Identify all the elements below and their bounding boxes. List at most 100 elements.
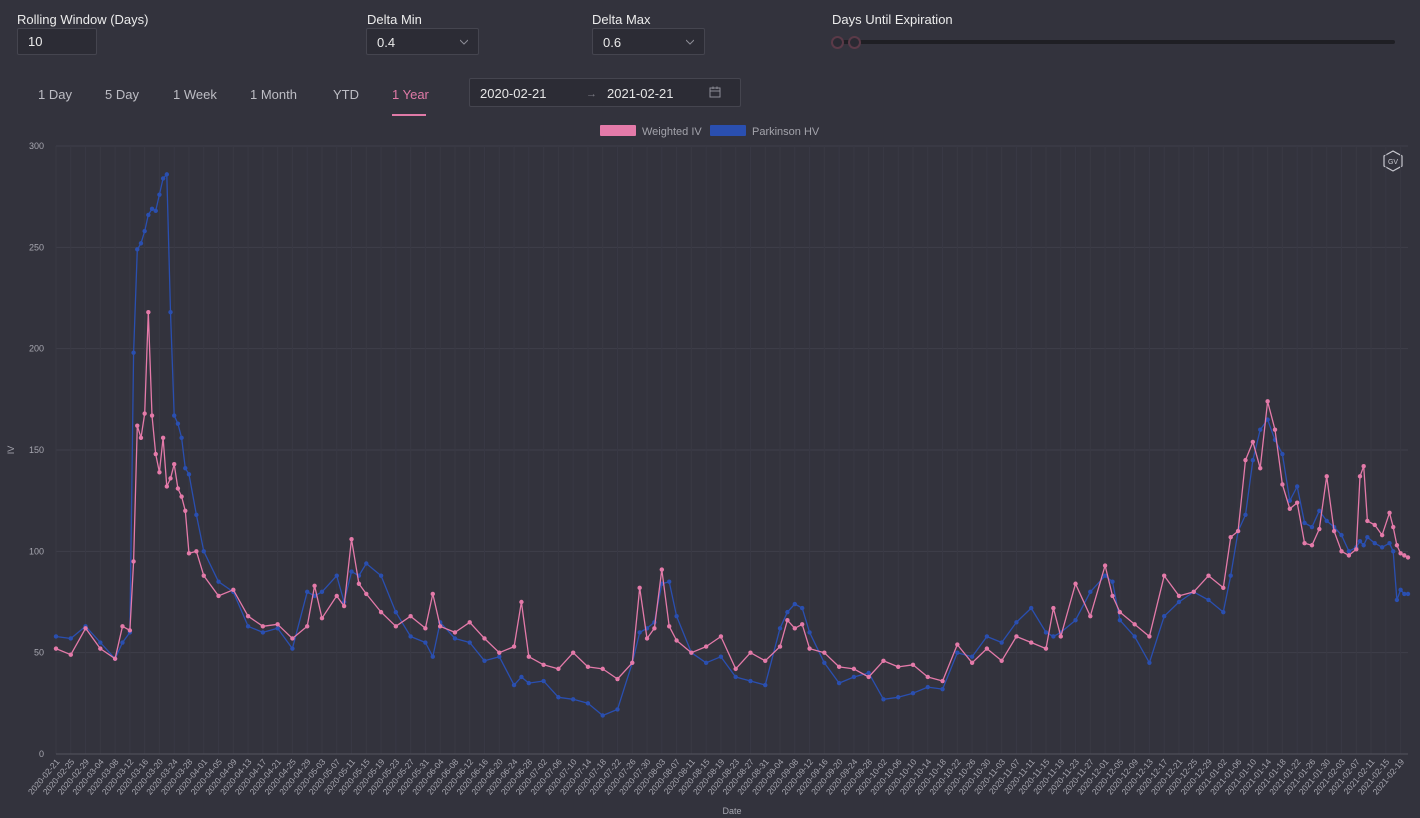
data-point-weighted-iv xyxy=(1258,466,1263,471)
data-point-parkinson-hv xyxy=(600,713,605,718)
data-point-parkinson-hv xyxy=(245,624,251,629)
data-point-weighted-iv xyxy=(164,484,170,489)
data-point-parkinson-hv xyxy=(1402,591,1407,597)
data-point-weighted-iv xyxy=(157,470,162,475)
data-point-parkinson-hv xyxy=(290,646,295,651)
data-point-weighted-iv xyxy=(312,583,317,588)
data-point-weighted-iv xyxy=(1243,457,1248,463)
data-point-weighted-iv xyxy=(667,624,672,629)
data-point-parkinson-hv xyxy=(1073,618,1078,623)
gv-logo-icon[interactable]: GV xyxy=(1382,150,1404,172)
data-point-parkinson-hv xyxy=(1302,520,1307,526)
active-tab-indicator xyxy=(392,114,426,116)
data-point-parkinson-hv xyxy=(53,634,59,639)
data-point-weighted-iv xyxy=(703,644,709,649)
data-point-weighted-iv xyxy=(430,591,435,597)
data-point-weighted-iv xyxy=(349,536,354,542)
data-point-weighted-iv xyxy=(600,666,605,672)
data-point-weighted-iv xyxy=(1372,522,1377,528)
data-point-weighted-iv xyxy=(260,624,266,629)
data-point-weighted-iv xyxy=(153,451,158,457)
data-point-parkinson-hv xyxy=(969,654,975,659)
data-point-weighted-iv xyxy=(1110,593,1115,599)
data-point-weighted-iv xyxy=(866,674,871,680)
data-point-parkinson-hv xyxy=(748,678,753,684)
data-point-parkinson-hv xyxy=(718,654,724,659)
data-point-weighted-iv xyxy=(556,666,561,672)
delta-min-select[interactable]: 0.4 xyxy=(366,28,479,55)
data-point-weighted-iv xyxy=(290,636,295,641)
data-point-weighted-iv xyxy=(984,646,990,651)
tab-ytd[interactable]: YTD xyxy=(333,87,359,102)
data-point-weighted-iv xyxy=(183,508,188,513)
legend-weighted-iv[interactable]: Weighted IV xyxy=(600,125,702,138)
data-point-weighted-iv xyxy=(519,599,524,605)
tab-1-year[interactable]: 1 Year xyxy=(392,87,429,102)
iv-chart: 0 50 100 150 200 250 300 2020-02-212020-02-252… xyxy=(6,141,1411,816)
y-tick-label: 100 xyxy=(29,546,44,556)
data-point-parkinson-hv xyxy=(1147,660,1152,665)
calendar-icon[interactable] xyxy=(709,86,721,98)
date-range-separator: → xyxy=(586,88,597,100)
data-point-weighted-iv xyxy=(718,634,724,639)
y-tick-label: 0 xyxy=(39,749,44,759)
data-point-weighted-iv xyxy=(1294,500,1300,505)
data-point-weighted-iv xyxy=(1058,634,1063,639)
dte-slider-handle-min[interactable] xyxy=(831,36,844,49)
legend-label-weighted-iv: Weighted IV xyxy=(642,126,702,138)
data-point-weighted-iv xyxy=(334,593,339,599)
data-point-weighted-iv xyxy=(1387,510,1392,516)
date-range-picker[interactable]: 2020-02-21 → 2021-02-21 xyxy=(469,78,741,107)
data-point-weighted-iv xyxy=(393,624,399,629)
date-range-end[interactable]: 2021-02-21 xyxy=(607,86,674,101)
data-point-weighted-iv xyxy=(160,435,166,441)
data-point-weighted-iv xyxy=(659,567,665,572)
data-point-weighted-iv xyxy=(1250,439,1256,445)
data-point-weighted-iv xyxy=(637,585,642,591)
data-point-weighted-iv xyxy=(1331,528,1337,534)
data-point-parkinson-hv xyxy=(851,674,857,680)
rolling-window-input[interactable] xyxy=(17,28,97,55)
data-point-parkinson-hv xyxy=(799,605,805,611)
y-axis-label: IV xyxy=(6,446,16,455)
legend-parkinson-hv[interactable]: Parkinson HV xyxy=(710,125,819,138)
data-point-parkinson-hv xyxy=(1309,524,1315,530)
date-range-start[interactable]: 2020-02-21 xyxy=(480,86,547,101)
data-point-parkinson-hv xyxy=(68,636,73,641)
dte-slider-handle-max[interactable] xyxy=(848,36,861,49)
dte-slider-track[interactable] xyxy=(838,40,1395,44)
data-point-parkinson-hv xyxy=(1372,541,1377,546)
data-point-weighted-iv xyxy=(1405,555,1411,560)
data-point-parkinson-hv xyxy=(777,626,783,631)
data-point-weighted-iv xyxy=(1402,553,1407,558)
data-point-weighted-iv xyxy=(1147,634,1152,639)
data-point-parkinson-hv xyxy=(1339,532,1344,538)
tab-1-month[interactable]: 1 Month xyxy=(250,87,297,102)
data-point-parkinson-hv xyxy=(925,684,930,690)
data-point-weighted-iv xyxy=(98,646,103,651)
delta-min-value: 0.4 xyxy=(377,35,396,50)
data-point-weighted-iv xyxy=(1235,528,1241,534)
data-point-parkinson-hv xyxy=(304,589,310,595)
data-point-parkinson-hv xyxy=(955,650,960,655)
data-point-parkinson-hv xyxy=(1317,508,1322,513)
series-weighted-iv xyxy=(53,309,1411,684)
data-point-parkinson-hv xyxy=(1346,549,1352,554)
data-point-parkinson-hv xyxy=(1117,618,1123,623)
data-point-parkinson-hv xyxy=(149,206,155,212)
data-point-parkinson-hv xyxy=(785,609,790,615)
dte-label: Days Until Expiration xyxy=(832,12,953,27)
data-point-weighted-iv xyxy=(1221,585,1226,591)
data-point-parkinson-hv xyxy=(526,680,532,686)
tab-1-day[interactable]: 1 Day xyxy=(38,87,72,102)
data-point-weighted-iv xyxy=(792,626,797,631)
data-point-weighted-iv xyxy=(925,674,930,680)
data-point-parkinson-hv xyxy=(120,640,125,645)
data-point-parkinson-hv xyxy=(393,609,399,615)
delta-max-select[interactable]: 0.6 xyxy=(592,28,705,55)
tab-5-day[interactable]: 5 Day xyxy=(105,87,139,102)
data-point-weighted-iv xyxy=(1346,553,1352,558)
data-point-weighted-iv xyxy=(689,650,694,655)
tab-1-week[interactable]: 1 Week xyxy=(173,87,217,102)
data-point-weighted-iv xyxy=(1272,427,1278,432)
